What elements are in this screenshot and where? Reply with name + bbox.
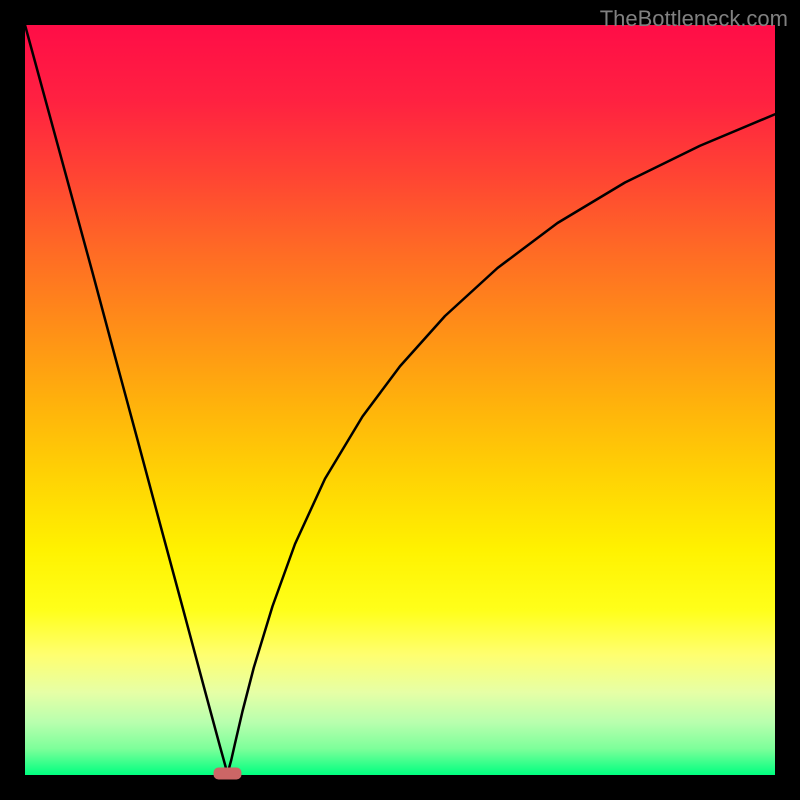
optimal-point-marker <box>214 768 242 780</box>
watermark-text: TheBottleneck.com <box>600 6 788 32</box>
plot-background <box>25 25 775 775</box>
chart-container: TheBottleneck.com <box>0 0 800 800</box>
bottleneck-chart <box>0 0 800 800</box>
